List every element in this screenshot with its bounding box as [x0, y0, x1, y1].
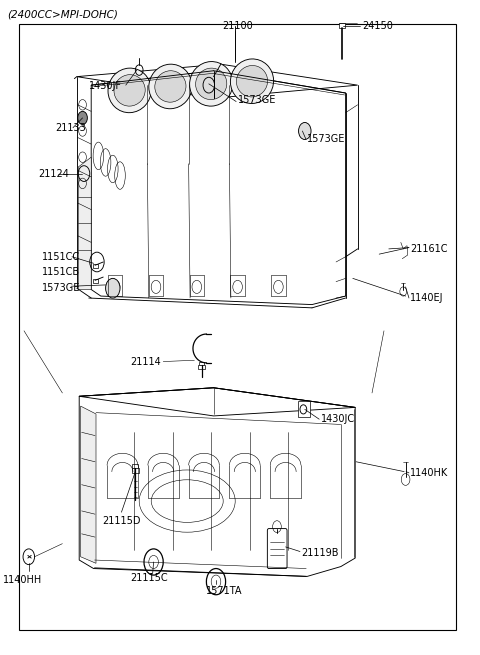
Ellipse shape: [155, 71, 186, 102]
Text: 1571TA: 1571TA: [206, 586, 243, 596]
Bar: [132, 468, 139, 473]
Text: 21115C: 21115C: [130, 572, 168, 583]
Text: 21100: 21100: [222, 22, 253, 31]
Text: 1573GE: 1573GE: [238, 94, 276, 105]
Text: 21133: 21133: [55, 122, 86, 133]
Ellipse shape: [149, 64, 192, 109]
Ellipse shape: [230, 59, 274, 103]
Text: 1140HH: 1140HH: [3, 574, 43, 585]
Bar: [198, 365, 205, 369]
Text: 1151CC: 1151CC: [42, 252, 80, 262]
Bar: [93, 279, 98, 283]
Text: 21114: 21114: [130, 356, 161, 367]
Text: 1151CB: 1151CB: [42, 267, 80, 277]
Ellipse shape: [196, 68, 227, 100]
Ellipse shape: [190, 62, 233, 106]
Circle shape: [203, 77, 215, 93]
FancyBboxPatch shape: [267, 529, 287, 569]
Text: (2400CC>MPI-DOHC): (2400CC>MPI-DOHC): [7, 10, 118, 20]
Bar: [93, 264, 98, 268]
Ellipse shape: [108, 68, 151, 113]
Text: 1140EJ: 1140EJ: [410, 293, 444, 303]
Bar: [132, 464, 138, 468]
Circle shape: [78, 111, 87, 124]
Text: 21115D: 21115D: [102, 515, 141, 526]
Text: 1573GE: 1573GE: [307, 134, 346, 144]
Text: 21161C: 21161C: [410, 244, 448, 254]
Polygon shape: [81, 406, 96, 563]
Text: 24150: 24150: [362, 22, 393, 31]
Text: 1573GE: 1573GE: [42, 283, 81, 293]
Text: 1140HK: 1140HK: [410, 468, 449, 478]
Bar: [199, 362, 204, 365]
Text: 21124: 21124: [38, 168, 69, 179]
Bar: [298, 401, 310, 417]
Polygon shape: [78, 157, 91, 290]
Text: 1430JC: 1430JC: [321, 414, 355, 424]
Text: 21119B: 21119B: [301, 548, 339, 559]
Circle shape: [299, 122, 311, 140]
Circle shape: [106, 278, 120, 298]
Ellipse shape: [237, 66, 267, 97]
Bar: [339, 23, 345, 28]
Text: 1430JF: 1430JF: [89, 81, 122, 92]
Ellipse shape: [114, 75, 145, 106]
